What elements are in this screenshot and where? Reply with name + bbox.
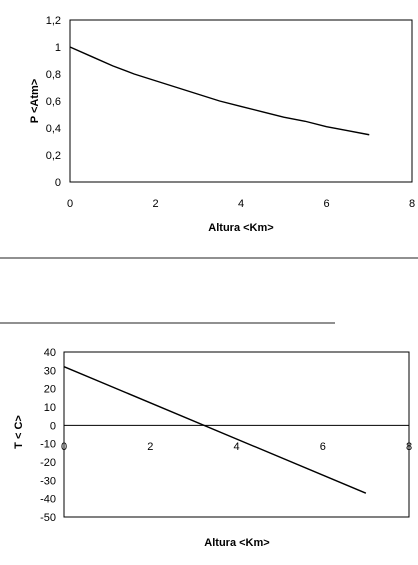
temperature-y-tick: 0 [50,420,56,432]
pressure-y-ticks: 0 0,2 0,4 0,6 0,8 1 1,2 [46,15,61,189]
temperature-y-axis-title: T < C> [13,415,25,449]
temperature-line [63,366,367,494]
pressure-plot-frame [69,19,413,183]
pressure-y-tick: 0,2 [46,150,61,162]
temperature-y-tick: -20 [40,457,56,469]
pressure-y-tick: 0 [55,177,61,189]
pressure-chart: 0 0,2 0,4 0,6 0,8 1 1,2 0 2 4 6 8 Altura… [29,15,415,234]
pressure-x-axis-title: Altura <Km> [208,222,273,234]
pressure-x-tick: 6 [323,198,329,210]
pressure-x-tick: 2 [152,198,158,210]
temperature-y-tick: -40 [40,494,56,506]
temperature-y-tick: 10 [44,402,56,414]
temperature-y-tick: 40 [44,347,56,359]
temperature-x-tick: 6 [320,441,326,453]
pressure-y-axis-title: P <Atm> [29,79,41,123]
pressure-y-tick: 1,2 [46,15,61,27]
temperature-x-tick: 8 [406,441,412,453]
temperature-y-tick: -30 [40,475,56,487]
temperature-y-ticks: 40 30 20 10 0 -10 -20 -30 -40 -50 [40,347,56,524]
temperature-chart: 40 30 20 10 0 -10 -20 -30 -40 -50 0 2 4 … [13,347,412,549]
pressure-y-tick: 0,6 [46,96,61,108]
temperature-x-tick: 0 [61,441,67,453]
pressure-line [69,46,370,136]
pressure-x-ticks: 0 2 4 6 8 [67,198,415,210]
temperature-x-tick: 4 [233,441,239,453]
temperature-x-ticks: 0 2 4 6 8 [61,441,412,453]
pressure-x-tick: 8 [409,198,415,210]
pressure-series [69,46,370,136]
pressure-x-tick: 4 [238,198,244,210]
temperature-y-tick: 30 [44,365,56,377]
temperature-series [63,366,367,494]
pressure-y-tick: 1 [55,42,61,54]
pressure-y-tick: 0,8 [46,69,61,81]
temperature-x-tick: 2 [147,441,153,453]
temperature-x-axis-title: Altura <Km> [204,537,269,549]
temperature-y-tick: -50 [40,512,56,524]
pressure-y-tick: 0,4 [46,123,61,135]
temperature-y-tick: 20 [44,384,56,396]
temperature-y-tick: -10 [40,439,56,451]
temperature-plot-frame [63,351,410,518]
pressure-x-tick: 0 [67,198,73,210]
